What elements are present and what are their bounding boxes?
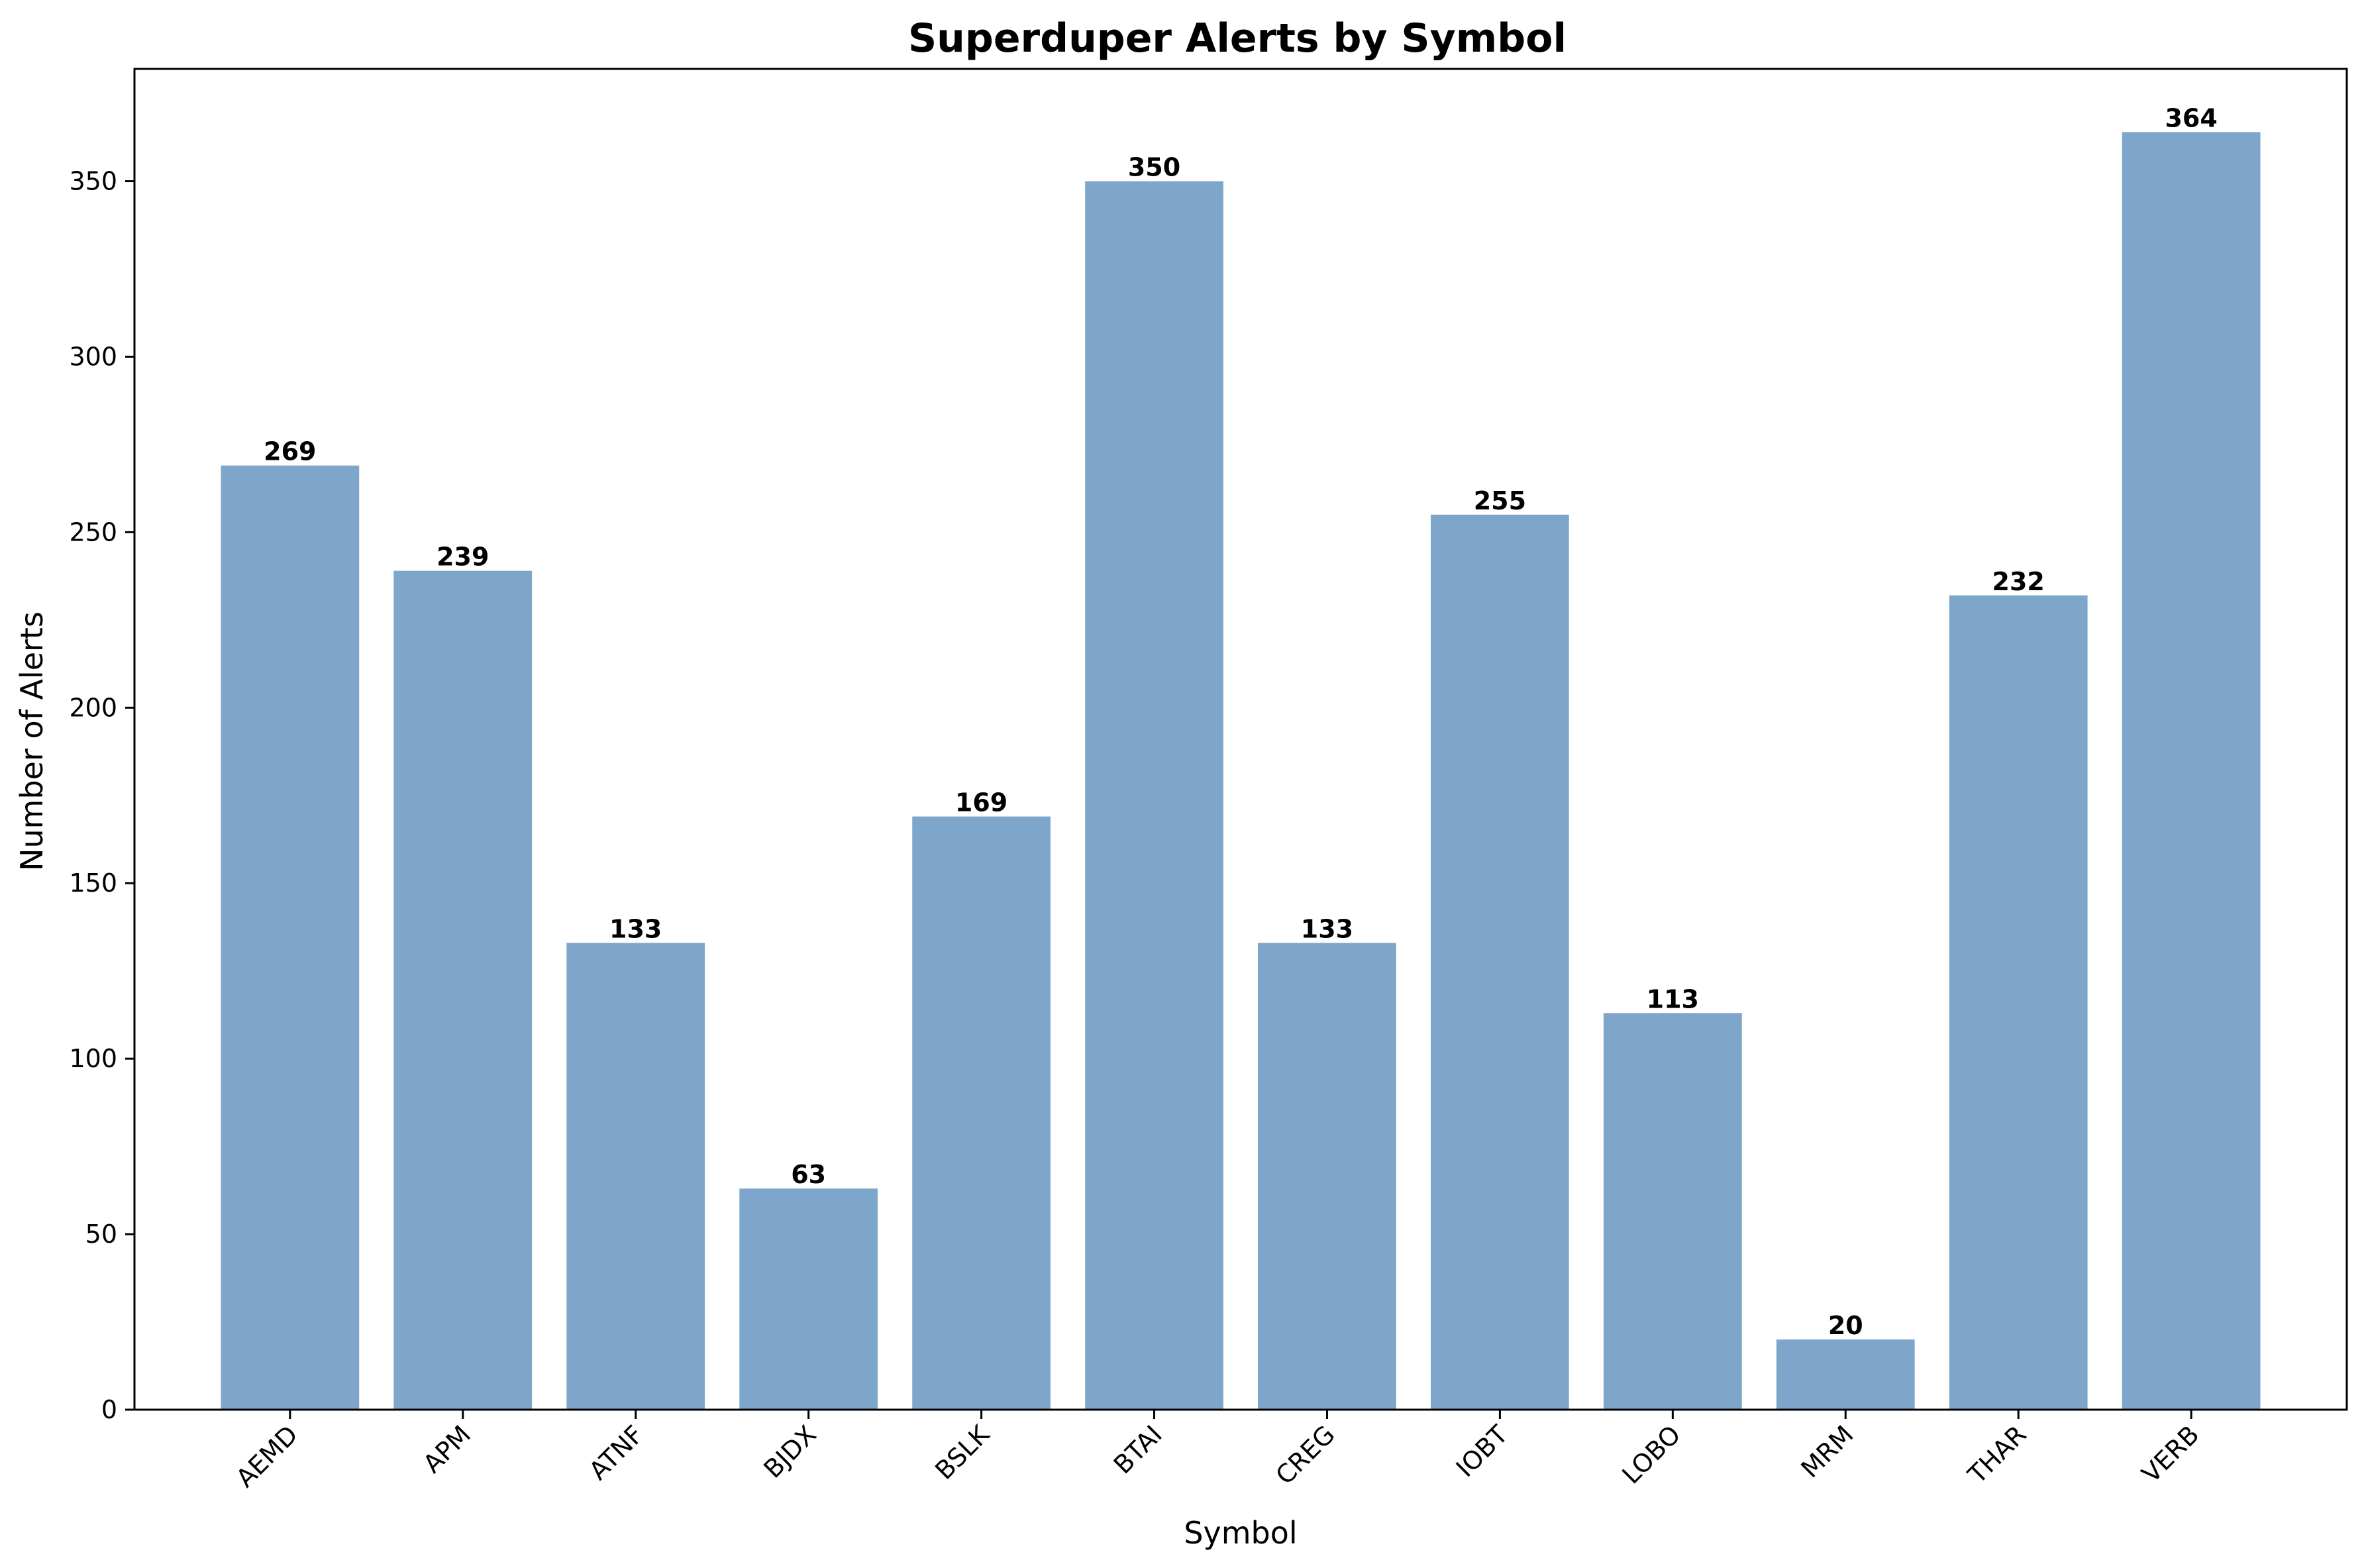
x-tick-label-mrm: MRM: [1795, 1420, 1859, 1483]
data-label-atnf: 133: [609, 914, 662, 943]
y-tick-label: 0: [101, 1395, 117, 1424]
chart-title: Superduper Alerts by Symbol: [908, 15, 1567, 62]
data-label-iobt: 255: [1474, 486, 1526, 515]
bar-bslk: [912, 816, 1051, 1410]
y-tick-label: 150: [69, 868, 117, 898]
data-label-apm: 239: [437, 543, 489, 572]
data-label-lobo: 113: [1647, 984, 1699, 1014]
y-tick-label: 200: [69, 693, 117, 722]
x-tick-label-creg: CREG: [1270, 1420, 1340, 1490]
x-tick-label-verb: VERB: [2136, 1420, 2205, 1489]
x-tick-label-thar: THAR: [1962, 1420, 2032, 1489]
y-tick-label: 50: [85, 1220, 117, 1249]
data-label-btai: 350: [1128, 153, 1180, 182]
x-axis-ticks: AEMD APM ATNF BJDX BSLK BTAI CREG IOBT LOBO MRM TH…: [231, 1410, 2205, 1493]
y-axis-label: Number of Alerts: [14, 611, 50, 871]
x-tick-label-iobt: IOBT: [1451, 1420, 1514, 1483]
bar-mrm: [1776, 1339, 1915, 1410]
bars-layer: [221, 132, 2261, 1410]
x-tick-label-bslk: BSLK: [929, 1419, 995, 1485]
y-tick-label: 350: [69, 167, 117, 196]
data-labels-layer: 269 239 133 63 169 350 133 255 113 20 232 364: [264, 103, 2218, 1340]
x-axis-label: Symbol: [1184, 1515, 1297, 1551]
x-tick-label-apm: APM: [417, 1420, 476, 1479]
data-label-bslk: 169: [955, 788, 1007, 817]
bar-apm: [393, 570, 533, 1410]
bar-aemd: [221, 465, 360, 1410]
data-label-aemd: 269: [264, 437, 316, 466]
x-tick-label-atnf: ATNF: [584, 1420, 649, 1485]
bar-thar: [1949, 595, 2088, 1410]
bar-iobt: [1431, 514, 1569, 1410]
x-tick-label-aemd: AEMD: [231, 1420, 303, 1492]
x-tick-label-btai: BTAI: [1108, 1420, 1168, 1479]
bar-verb: [2122, 132, 2261, 1410]
x-tick-label-bjdx: BJDX: [758, 1420, 822, 1484]
bar-bjdx: [739, 1188, 878, 1410]
y-tick-label: 300: [69, 342, 117, 371]
bar-creg: [1258, 943, 1396, 1410]
bar-lobo: [1603, 1013, 1742, 1410]
data-label-bjdx: 63: [791, 1160, 826, 1189]
x-tick-label-lobo: LOBO: [1616, 1420, 1686, 1489]
plot-area-frame: [133, 68, 2348, 1411]
bar-atnf: [566, 943, 705, 1410]
data-label-creg: 133: [1301, 914, 1353, 943]
bar-btai: [1085, 181, 1223, 1410]
data-label-verb: 364: [2165, 103, 2217, 132]
y-tick-label: 100: [69, 1044, 117, 1073]
data-label-mrm: 20: [1828, 1311, 1863, 1340]
y-axis-ticks: 0 50 100 150 200 250 300 350: [69, 167, 134, 1424]
data-label-thar: 232: [1992, 567, 2045, 596]
y-tick-label: 250: [69, 517, 117, 547]
